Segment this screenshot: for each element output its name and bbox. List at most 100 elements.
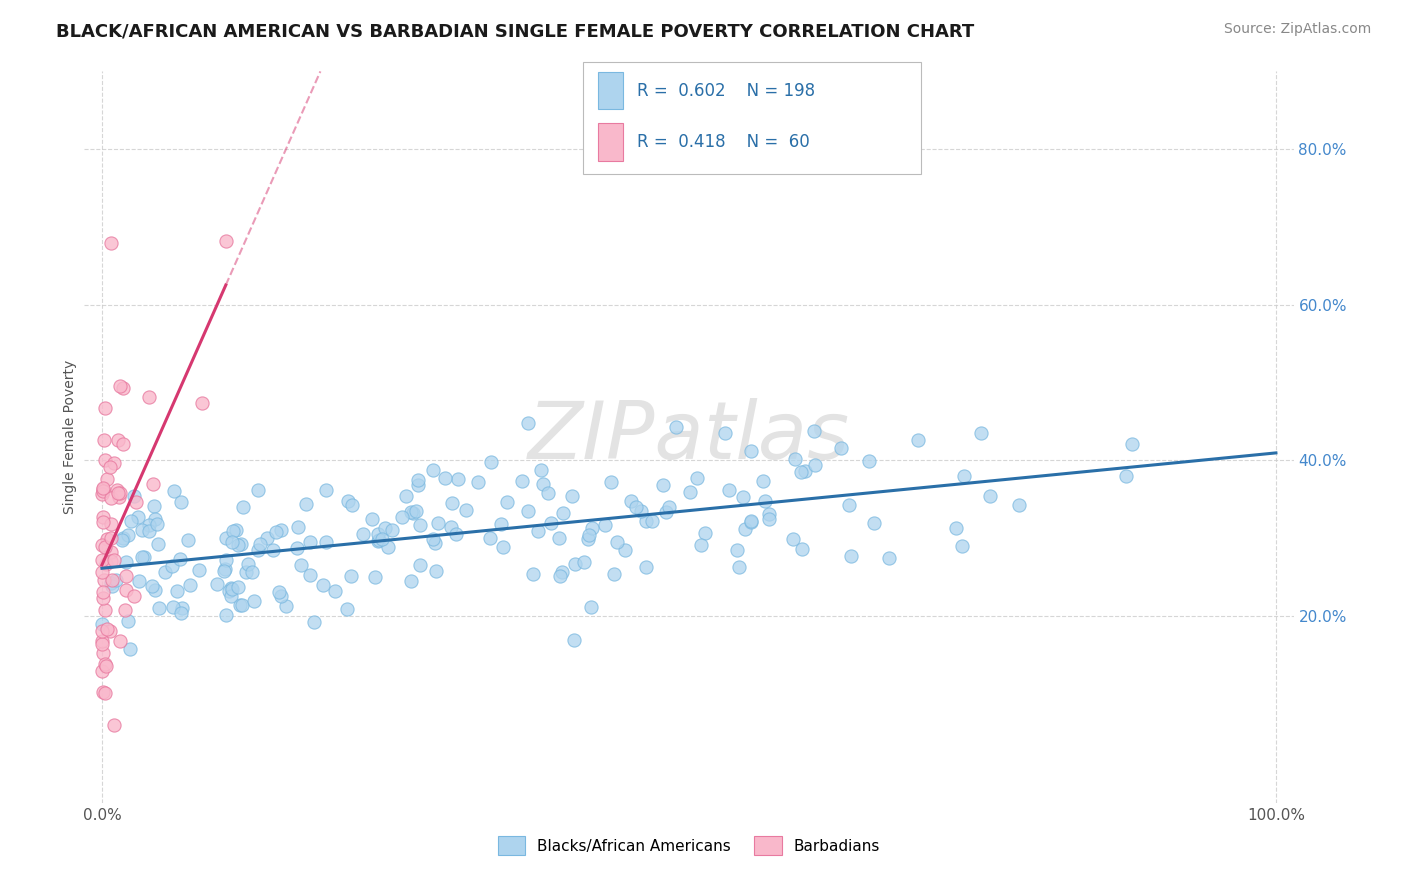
Point bbox=[256, 532, 278, 546]
Point bbox=[285, 541, 308, 555]
Point bbox=[405, 504, 427, 518]
Point bbox=[579, 600, 602, 615]
Point bbox=[100, 531, 122, 545]
Point bbox=[725, 543, 748, 558]
Point bbox=[740, 514, 762, 528]
Point bbox=[489, 517, 512, 532]
Point bbox=[218, 584, 240, 599]
Point bbox=[440, 520, 463, 534]
Point bbox=[295, 497, 318, 511]
Point bbox=[312, 578, 335, 592]
Point bbox=[221, 581, 243, 595]
Point bbox=[215, 532, 238, 546]
Point bbox=[145, 512, 167, 526]
Point bbox=[215, 234, 238, 248]
Point bbox=[564, 557, 586, 571]
Point bbox=[804, 458, 827, 473]
Point bbox=[298, 535, 321, 549]
Point bbox=[426, 516, 449, 530]
Point bbox=[191, 396, 214, 410]
Point bbox=[205, 577, 228, 591]
Point bbox=[516, 416, 538, 430]
Point bbox=[91, 633, 114, 648]
Point bbox=[614, 543, 637, 558]
Point bbox=[740, 516, 762, 530]
Text: BLACK/AFRICAN AMERICAN VS BARBADIAN SINGLE FEMALE POVERTY CORRELATION CHART: BLACK/AFRICAN AMERICAN VS BARBADIAN SING… bbox=[56, 22, 974, 40]
Point bbox=[402, 507, 425, 521]
Point bbox=[91, 591, 114, 605]
Point bbox=[94, 540, 117, 554]
Point bbox=[91, 664, 114, 678]
Point bbox=[214, 562, 236, 576]
Point bbox=[399, 505, 422, 519]
Point bbox=[231, 598, 253, 612]
Point bbox=[229, 537, 252, 551]
Point bbox=[298, 567, 321, 582]
Point bbox=[132, 550, 155, 565]
Point bbox=[98, 624, 121, 639]
Point bbox=[127, 510, 149, 524]
Point bbox=[336, 494, 359, 508]
Point bbox=[131, 523, 153, 537]
Point bbox=[492, 541, 515, 555]
Point bbox=[510, 475, 533, 489]
Point bbox=[148, 600, 170, 615]
Text: ZIPatlas: ZIPatlas bbox=[527, 398, 851, 476]
Point bbox=[243, 593, 266, 607]
Point bbox=[441, 496, 464, 510]
Point bbox=[235, 566, 257, 580]
Point bbox=[562, 632, 585, 647]
Point bbox=[290, 558, 312, 573]
Point bbox=[91, 637, 114, 651]
Point bbox=[93, 574, 115, 588]
Point bbox=[100, 554, 122, 568]
Point bbox=[839, 549, 862, 563]
Point bbox=[830, 441, 852, 455]
Point bbox=[970, 425, 993, 440]
Point bbox=[572, 555, 595, 569]
Point bbox=[115, 582, 138, 597]
Point bbox=[1115, 469, 1137, 483]
Point bbox=[270, 589, 292, 603]
Point bbox=[270, 524, 292, 538]
Point bbox=[603, 566, 626, 581]
Point bbox=[91, 515, 114, 529]
Point bbox=[110, 379, 132, 393]
Point bbox=[548, 531, 571, 545]
Point bbox=[690, 538, 713, 552]
Point bbox=[166, 583, 188, 598]
Point bbox=[714, 426, 737, 441]
Point bbox=[262, 542, 284, 557]
Point bbox=[94, 686, 117, 700]
Point bbox=[641, 514, 664, 528]
Point bbox=[578, 528, 600, 542]
Point bbox=[142, 499, 165, 513]
Point bbox=[454, 503, 477, 517]
Point bbox=[287, 520, 309, 534]
Point bbox=[138, 518, 160, 533]
Point bbox=[340, 568, 363, 582]
Point bbox=[302, 615, 325, 630]
Point bbox=[117, 527, 139, 541]
Point bbox=[620, 494, 643, 508]
Point bbox=[1008, 498, 1031, 512]
Point bbox=[447, 472, 470, 486]
Point bbox=[91, 509, 114, 524]
Point bbox=[467, 475, 489, 489]
Point bbox=[425, 564, 447, 578]
Point bbox=[91, 553, 114, 567]
Point bbox=[96, 622, 118, 636]
Point bbox=[142, 477, 165, 491]
Point bbox=[104, 573, 127, 587]
Point bbox=[91, 684, 114, 698]
Legend: Blacks/African Americans, Barbadians: Blacks/African Americans, Barbadians bbox=[492, 830, 886, 861]
Point bbox=[945, 521, 967, 535]
Point bbox=[790, 541, 813, 556]
Point bbox=[143, 583, 166, 598]
Point bbox=[103, 457, 125, 471]
Point bbox=[91, 538, 114, 552]
Point bbox=[187, 563, 209, 577]
Point bbox=[581, 521, 603, 535]
Point bbox=[540, 516, 562, 531]
Point bbox=[526, 524, 548, 539]
